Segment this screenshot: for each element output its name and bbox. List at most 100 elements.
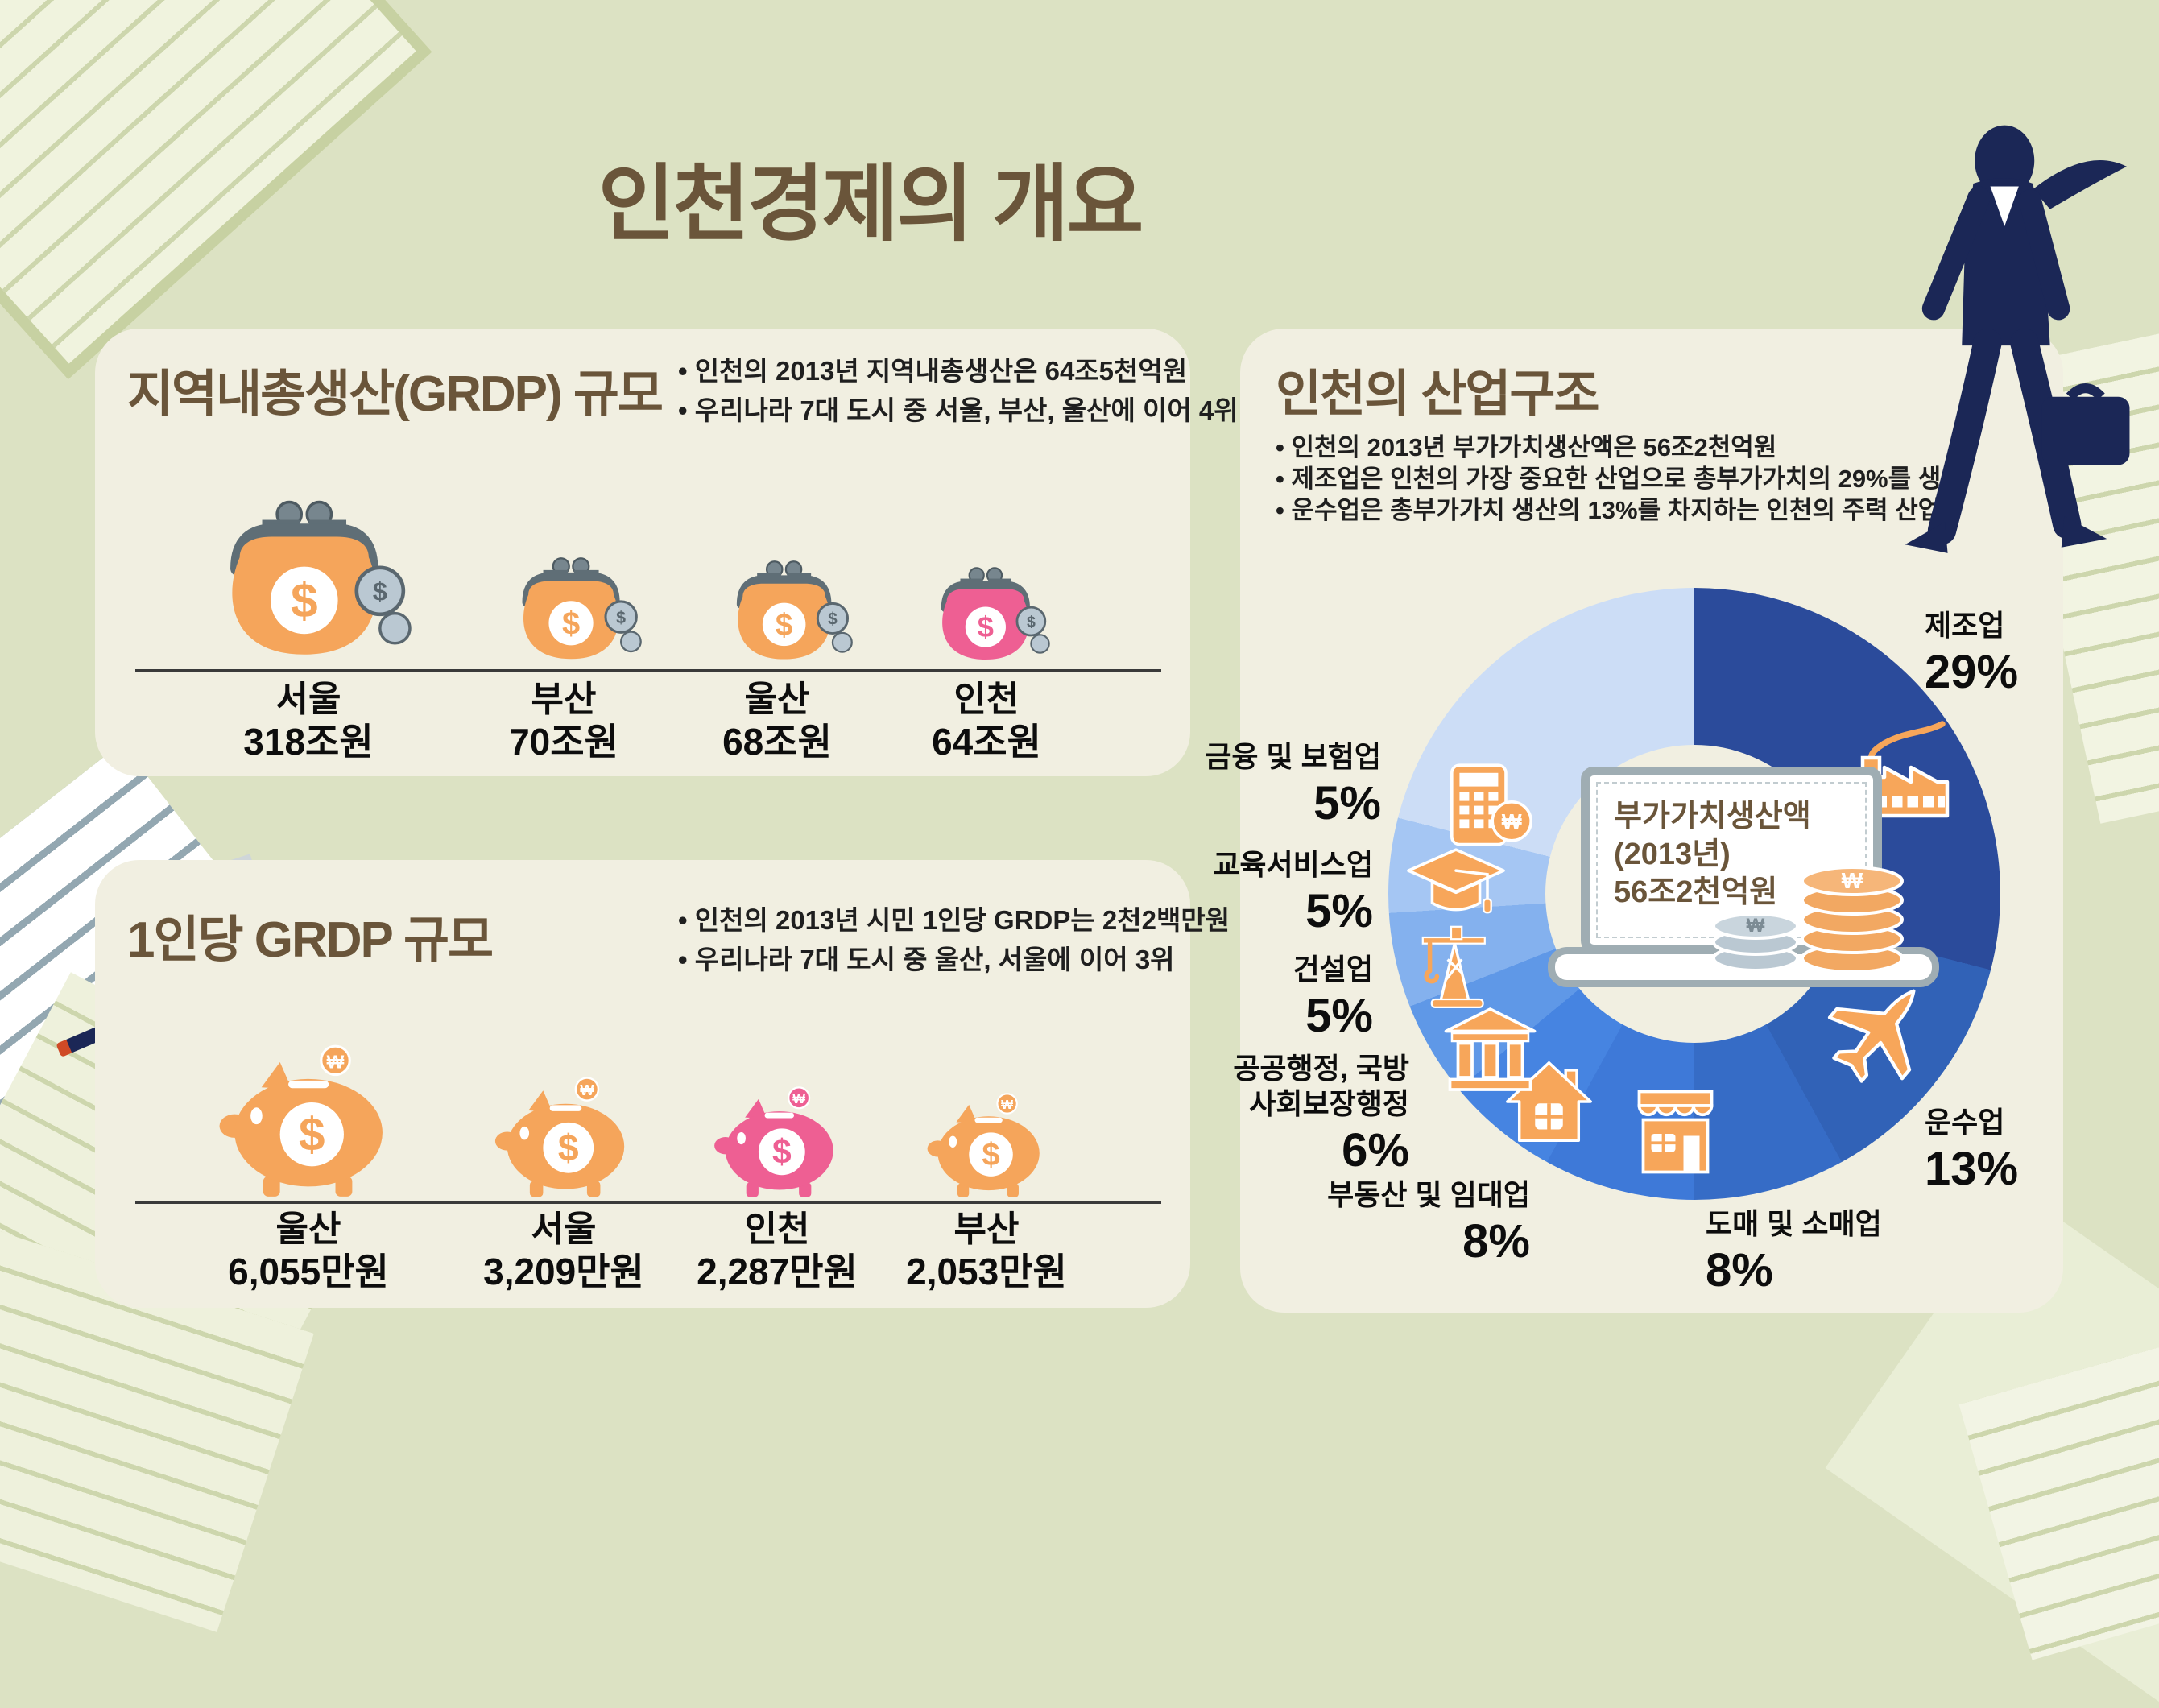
per-capita-item-ulsan-label: 울산 6,055만원: [180, 1210, 437, 1294]
grdp-panel-heading: 지역내총생산(GRDP) 규모: [127, 366, 664, 422]
per-capita-bullet-1: • 인천의 2013년 시민 1인당 GRDP는 2천2백만원: [678, 905, 1230, 935]
coin-purse-incheon: $ $: [941, 567, 1050, 660]
coin-purse-seoul: $ $: [230, 500, 412, 655]
won-coin-icon: [320, 1044, 351, 1077]
clasp-frame: [736, 575, 832, 610]
briefcase-icon: [2041, 396, 2130, 465]
coin-icon: [1030, 634, 1050, 654]
shirt: [1990, 186, 2019, 226]
won-symbol: ₩: [792, 1091, 805, 1106]
donut-label-real-estate: 부동산 및 임대업 8%: [1327, 1178, 1530, 1268]
won-coin-icon: [996, 1093, 1018, 1115]
coin-icon: [1015, 606, 1047, 637]
gray-coin-stack: ₩: [1712, 912, 1799, 972]
city-name: 인천: [744, 1210, 810, 1249]
svg-text:₩: ₩: [1747, 915, 1765, 937]
won-symbol: ₩: [1001, 1098, 1013, 1112]
city-name: 서울: [275, 680, 341, 719]
industry-heading: 인천의 산업구조: [1276, 366, 1600, 422]
dollar-icon: $: [558, 1127, 579, 1168]
donut-label-wholesale-retail: 도매 및 소매업 8%: [1706, 1207, 1882, 1297]
coin-icon: [831, 631, 853, 653]
donut-label-education: 교육서비스업 5%: [1213, 848, 1373, 937]
per-capita-bullet-2: • 우리나라 7대 도시 중 울산, 서울에 이어 3위: [678, 945, 1175, 974]
grdp-item-seoul-label: 서울 318조원: [180, 680, 437, 764]
bank-icon: [1444, 1007, 1537, 1091]
dollar-icon: $: [299, 1108, 325, 1160]
piggy-leg: [263, 1176, 280, 1197]
grdp-bullet-1: • 인천의 2013년 지역내총생산은 64조5천억원: [678, 356, 1188, 386]
dollar-icon: $: [828, 610, 838, 628]
piggy-badge: [279, 1102, 344, 1167]
per-capita-item-busan-label: 부산 2,053만원: [858, 1210, 1115, 1294]
grdp-panel-bullets: • 인천의 2013년 지역내총생산은 64조5천억원 • 우리나라 7대 도시…: [678, 351, 1239, 430]
page-title: 인천경제의 개요: [598, 158, 1144, 251]
industry-bullet-2: • 제조업은 인천의 가장 중요한 산업으로 총부가가치의 29%를 생산: [1276, 465, 1964, 493]
head: [1975, 125, 2035, 196]
front-arm: [2018, 189, 2070, 321]
piggy-eye: [250, 1107, 263, 1125]
grdp-baseline: [135, 669, 1161, 672]
per-capita-item-seoul-label: 서울 3,209만원: [435, 1210, 693, 1294]
grdp-bullet-2: • 우리나라 7대 도시 중 서울, 부산, 울산에 이어 4위: [678, 395, 1239, 425]
per-capita-baseline: [135, 1201, 1161, 1204]
piggy-bank-incheon: ₩ $: [714, 1086, 833, 1197]
back-shoe: [1905, 522, 1948, 553]
piggy-eye: [949, 1135, 957, 1148]
won-symbol: ₩: [327, 1051, 345, 1072]
clasp-frame: [522, 572, 620, 607]
coin-purse-ulsan: $ $: [736, 560, 853, 660]
dollar-icon: $: [776, 608, 793, 643]
clasp-frame: [941, 581, 1030, 613]
dollar-icon: $: [1027, 614, 1036, 631]
city-value: 6,055만원: [228, 1251, 389, 1292]
coin-icon: [604, 600, 638, 634]
grdp-item-busan-label: 부산 70조원: [435, 680, 693, 764]
svg-text:₩: ₩: [1502, 809, 1522, 833]
won-coin-icon: [788, 1086, 811, 1110]
piggy-bank-ulsan: ₩ $: [219, 1044, 383, 1197]
coin-icon: [620, 631, 642, 653]
donut-label-finance-insurance: 금융 및 보험업 5%: [1205, 740, 1381, 829]
dollar-icon: $: [982, 1136, 999, 1172]
svg-text:₩: ₩: [1842, 868, 1863, 893]
city-name: 울산: [275, 1210, 341, 1249]
dollar-icon: $: [772, 1133, 792, 1172]
donut-label-public-admin: 공공행정, 국방 사회보장행정 6%: [1233, 1052, 1409, 1177]
businessman-silhouette: [1905, 125, 2130, 553]
briefcase-handle: [2066, 383, 2105, 401]
dollar-icon: $: [291, 573, 318, 627]
coin-slot: [764, 1112, 795, 1119]
piggy-leg: [746, 1182, 759, 1197]
piggy-bank-busan: ₩ $: [927, 1093, 1040, 1197]
piggy-eye: [737, 1131, 746, 1145]
city-value: 2,053만원: [906, 1251, 1067, 1292]
airplane-icon: [1827, 989, 1916, 1083]
won-coin-icon: [1491, 800, 1532, 842]
store-icon: [1637, 1090, 1714, 1174]
city-value: 68조원: [722, 721, 832, 763]
city-name: 인천: [953, 680, 1020, 719]
coin-icon: [816, 602, 850, 635]
calculator-icon: ₩: [1450, 763, 1532, 846]
purse-badge: [270, 566, 338, 635]
grdp-item-incheon-label: 인천 64조원: [858, 680, 1115, 764]
city-name: 부산: [531, 680, 597, 719]
city-value: 3,209만원: [483, 1251, 644, 1292]
coin-slot: [974, 1117, 1003, 1123]
donut-label-construction: 건설업 5%: [1293, 953, 1373, 1042]
city-name: 서울: [531, 1210, 597, 1249]
won-symbol: ₩: [580, 1082, 594, 1098]
city-value: 2,287만원: [697, 1251, 858, 1292]
purse-badge: [762, 602, 806, 647]
piggy-leg: [957, 1183, 970, 1197]
piggy-badge: [758, 1128, 805, 1176]
front-shoe: [2061, 515, 2107, 548]
dollar-icon: $: [562, 606, 580, 642]
industry-bullets: • 인천의 2013년 부가가치생산액은 56조2천억원 • 제조업은 인천의 …: [1276, 432, 1964, 526]
dollar-icon: $: [373, 577, 387, 606]
clasp-frame: [230, 523, 378, 577]
purse-badge: [548, 601, 594, 646]
city-value: 318조원: [243, 721, 374, 763]
piggy-eye: [519, 1126, 530, 1140]
